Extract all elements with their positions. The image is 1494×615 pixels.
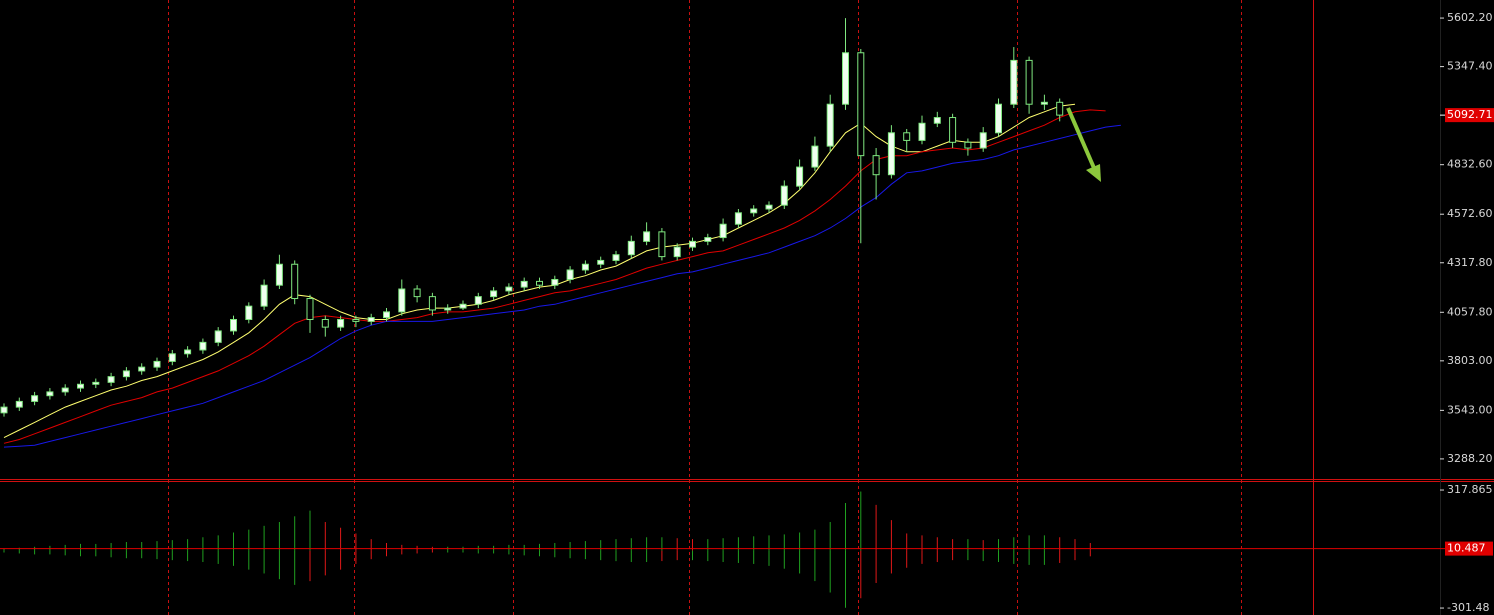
candle-body <box>291 263 299 300</box>
candle-body <box>612 254 620 261</box>
last-value-box <box>1445 541 1493 556</box>
candle-body <box>857 52 865 157</box>
y-tick-label: 4572.60 <box>1447 207 1493 220</box>
arrow-shaft <box>1066 107 1096 169</box>
candle-body <box>979 132 987 149</box>
last-price-label: 5092.71 <box>1447 108 1493 121</box>
candle-body <box>199 341 207 351</box>
candle-body <box>643 231 651 242</box>
moving-average-line <box>3 109 1106 444</box>
candle-body <box>581 263 589 271</box>
candle-body <box>1010 59 1018 105</box>
candle-body <box>689 240 696 248</box>
candle-body <box>551 278 559 286</box>
candle-body <box>490 290 498 298</box>
candle-body <box>383 311 390 319</box>
candle-body <box>337 318 345 328</box>
candle-body <box>842 52 849 105</box>
candle-body <box>352 318 360 322</box>
candle-body <box>168 353 176 362</box>
forecast-arrow <box>1066 107 1101 182</box>
candle-body <box>398 288 406 313</box>
last-price-box <box>1445 108 1494 123</box>
candle-body <box>367 317 375 322</box>
candle-body <box>15 400 23 408</box>
y-tick-label: 4317.80 <box>1447 256 1493 269</box>
candle-body <box>1025 59 1033 105</box>
candle-body <box>321 318 329 328</box>
candle-body <box>77 383 84 389</box>
candle-body <box>872 155 880 176</box>
grid <box>168 0 1242 615</box>
y-tick-label: 3288.20 <box>1447 452 1493 465</box>
candle-body <box>811 145 819 168</box>
candle-body <box>245 305 253 320</box>
candle-body <box>230 318 237 332</box>
candle-body <box>413 288 421 298</box>
candle-body <box>796 166 804 187</box>
candle-body <box>918 122 926 141</box>
candle-body <box>122 370 130 378</box>
candle-body <box>153 360 161 368</box>
candle-body <box>306 298 314 320</box>
candle-body <box>459 303 467 309</box>
candle-body <box>704 237 712 242</box>
candle-body <box>428 296 436 311</box>
candle-body <box>214 330 222 343</box>
candle-body <box>505 286 513 292</box>
candle-body <box>0 406 8 414</box>
y-tick-label: 5347.40 <box>1447 60 1493 73</box>
candle-body <box>444 307 452 311</box>
y-tick-label: 317.865 <box>1447 483 1493 496</box>
candle-body <box>964 141 972 149</box>
candle-body <box>536 280 543 286</box>
candle-body <box>1040 101 1048 105</box>
y-tick-label: 3803.00 <box>1447 354 1493 367</box>
candle-body <box>31 395 39 402</box>
candle-body <box>949 117 957 143</box>
candle-body <box>92 381 100 385</box>
candle-body <box>107 376 115 383</box>
y-tick-label: -301.48 <box>1447 601 1489 614</box>
candle-body <box>887 132 895 176</box>
candle-body <box>658 231 666 258</box>
moving-average-line <box>3 124 1121 448</box>
candle-body <box>61 387 69 393</box>
candle-body <box>184 349 192 355</box>
candle-body <box>995 103 1002 134</box>
candle-body <box>750 208 758 214</box>
candle-body <box>275 263 283 286</box>
arrow-head <box>1086 164 1101 182</box>
candle-body <box>520 280 528 288</box>
candle-body <box>826 103 834 147</box>
candle-body <box>780 185 788 206</box>
candle-body <box>903 132 911 141</box>
last-value-label: 10.487 <box>1447 542 1486 555</box>
y-tick-label: 4057.80 <box>1447 305 1493 318</box>
candle-body <box>719 223 727 239</box>
candle-body <box>566 269 574 280</box>
y-tick-label: 5602.20 <box>1447 11 1493 24</box>
candle-body <box>46 391 54 397</box>
y-tick-label: 4832.60 <box>1447 158 1493 171</box>
candle-body <box>933 117 941 124</box>
candle-body <box>597 259 605 265</box>
candle-body <box>734 212 742 225</box>
candle-body <box>1056 101 1064 116</box>
candle-body <box>474 296 482 305</box>
candle-body <box>260 284 268 307</box>
candle-body <box>138 366 146 372</box>
candle-body <box>627 240 635 256</box>
y-tick-label: 3543.00 <box>1447 403 1493 416</box>
candle-body <box>673 246 681 258</box>
candle-body <box>765 204 773 210</box>
plot: 5602.20 5347.40 4832.60 4572.60 4317.80 4057.… <box>0 11 1494 614</box>
